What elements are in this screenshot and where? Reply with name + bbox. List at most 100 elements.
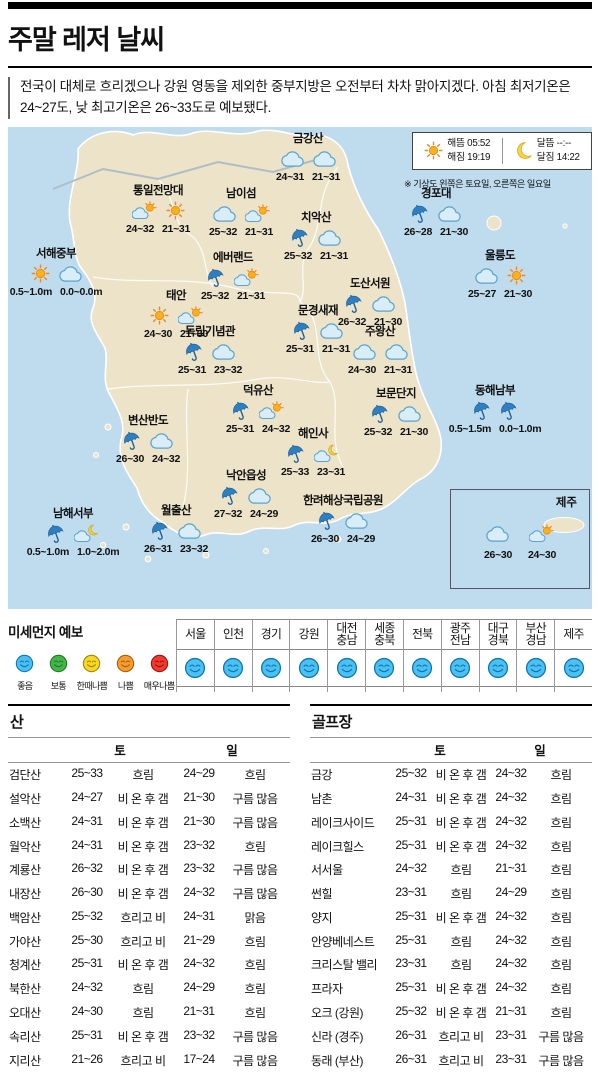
sunrise-label: 해뜸 <box>447 138 465 150</box>
location-icons <box>444 264 556 288</box>
cloud-sun-icon <box>234 268 259 288</box>
cloud-icon <box>58 266 82 282</box>
sunday-temp: 21~31 <box>495 1004 527 1019</box>
dust-smiley-icon <box>150 654 169 673</box>
cloud-icon <box>312 151 336 167</box>
sunday-temp: 21~30 <box>183 813 215 828</box>
sunset-time: 19:19 <box>467 151 491 163</box>
location-icons <box>177 266 289 290</box>
sunday-value: 21~31 <box>245 225 273 238</box>
umbrella-icon <box>345 294 363 314</box>
dust-region-column: 제주 <box>554 618 592 692</box>
place-name: 계룡산 <box>9 863 41 878</box>
map-location: 주왕산 24~30 21~31 <box>324 323 436 376</box>
map-location: 통일전망대 24~32 21~31 <box>102 182 214 235</box>
moonrise-time: --:-- <box>556 138 572 150</box>
saturday-value: 25~32 <box>201 289 229 302</box>
location-values: 24~31 21~31 <box>252 171 364 183</box>
location-name: 보문단지 <box>376 387 417 400</box>
saturday-weather: 흐림 <box>450 958 472 973</box>
saturday-weather: 흐림 <box>450 887 472 902</box>
saturday-value: 25~27 <box>468 287 496 300</box>
map-location: 남해서부 0.5~1.0m 1.0~2.0m <box>17 505 129 558</box>
sunday-temp: 24~32 <box>495 766 527 781</box>
moonrise-label: 달뜸 <box>536 138 555 150</box>
map-location: 울릉도 25~27 21~30 <box>444 247 556 300</box>
place-name: 금강 <box>311 768 333 783</box>
place-name: 신라 (경주) <box>311 1029 364 1044</box>
location-name: 울릉도 <box>485 249 516 262</box>
table-row: 속리산 25~31 비 온 후 갬 23~32 구름 많음 <box>8 1024 290 1048</box>
table-row: 크리스탈 밸리 23~31 흐림 24~32 흐림 <box>310 953 592 977</box>
location-name: 통일전망대 <box>133 184 184 197</box>
location-name: 해인사 <box>298 427 329 440</box>
saturday-temp: 26~31 <box>395 1051 427 1066</box>
dust-level-smiley-icon <box>555 650 592 687</box>
sunday-weather: 구름 많음 <box>232 792 279 807</box>
cloud-icon <box>486 526 509 542</box>
sunday-weather: 흐림 <box>550 792 572 807</box>
place-name: 크리스탈 밸리 <box>311 958 378 973</box>
umbrella-icon <box>287 444 305 464</box>
masthead: 주말 레저 날씨 <box>8 2 592 68</box>
sunday-temp: 21~29 <box>183 932 215 947</box>
location-name: 태안 <box>166 289 187 302</box>
table-row: 북한산 24~32 흐림 24~29 흐림 <box>8 977 290 1001</box>
place-name: 월악산 <box>9 839 41 854</box>
umbrella-icon <box>123 431 141 451</box>
table-row: 오크 (강원) 25~32 비 온 후 갬 21~31 흐림 <box>310 1001 592 1025</box>
umbrella-icon <box>185 342 203 362</box>
sun-icon <box>149 306 169 325</box>
dust-region-column: 대구 경북 <box>478 618 517 692</box>
sunday-weather: 구름 많음 <box>232 887 279 902</box>
dust-level-smiley-icon <box>290 650 328 687</box>
table-row: 안양베네스트 25~31 흐림 24~32 흐림 <box>310 929 592 953</box>
table-row: 월악산 24~31 비 온 후 갬 23~32 흐림 <box>8 834 290 858</box>
sunday-weather: 구름 많음 <box>538 1053 585 1068</box>
dust-level-smiley-icon <box>517 650 555 687</box>
table-row: 동래 (부산) 26~31 흐리고 비 23~31 구름 많음 <box>310 1048 592 1072</box>
dust-legend-item: 좋음 <box>8 654 42 692</box>
saturday-temp: 25~31 <box>395 837 427 852</box>
sunday-temp: 23~32 <box>183 837 215 852</box>
dust-region-column: 부산 경남 <box>516 618 555 692</box>
place-name: 썬힐 <box>311 887 333 902</box>
map-location: 동해남부 0.5~1.5m 0.0~1.0m <box>439 382 551 435</box>
dust-region-name: 제주 <box>555 618 592 650</box>
sunday-weather: 흐림 <box>550 839 572 854</box>
dust-legend-label: 한때나쁨 <box>76 680 108 691</box>
location-values: 25~31 23~32 <box>154 364 266 376</box>
table-row: 내장산 26~30 비 온 후 갬 24~32 구름 많음 <box>8 882 290 906</box>
location-icons <box>340 402 452 426</box>
sun-icon <box>506 266 526 285</box>
table-row: 썬힐 23~31 흐림 24~29 흐림 <box>310 882 592 906</box>
umbrella-icon <box>411 204 429 224</box>
map-location: 독립기념관 25~31 23~32 <box>154 323 266 376</box>
dust-level-smiley-icon <box>366 650 403 687</box>
sunset-label: 해짐 <box>447 151 465 163</box>
map-location: 보문단지 25~32 21~30 <box>340 385 452 438</box>
location-icons <box>262 319 374 343</box>
table-row: 남촌 24~31 비 온 후 갬 24~32 흐림 <box>310 787 592 811</box>
location-name: 문경새재 <box>298 304 339 317</box>
sun-icon <box>30 264 50 283</box>
saturday-temp: 25~31 <box>395 980 427 995</box>
location-name: 금강산 <box>293 132 324 145</box>
dust-region-name: 부산 경남 <box>517 618 555 650</box>
saturday-value: 0.5~1.5m <box>448 422 492 435</box>
divider <box>501 137 503 164</box>
cloud-icon <box>212 206 236 222</box>
jeju-saturday-value: 26~30 <box>484 548 512 561</box>
sunday-temp: 23~31 <box>495 1027 527 1042</box>
map-location: 낙안읍성 27~32 24~29 <box>190 467 302 520</box>
page-title: 주말 레저 날씨 <box>8 25 165 55</box>
umbrella-icon <box>371 404 389 424</box>
umbrella-icon <box>221 486 239 506</box>
location-name: 도산서원 <box>350 277 391 290</box>
place-name: 안양베네스트 <box>311 934 375 949</box>
cloud-icon <box>474 268 498 284</box>
saturday-value: 26~32 <box>338 315 366 328</box>
location-icons <box>252 147 364 171</box>
dust-level-smiley-icon <box>328 650 366 687</box>
